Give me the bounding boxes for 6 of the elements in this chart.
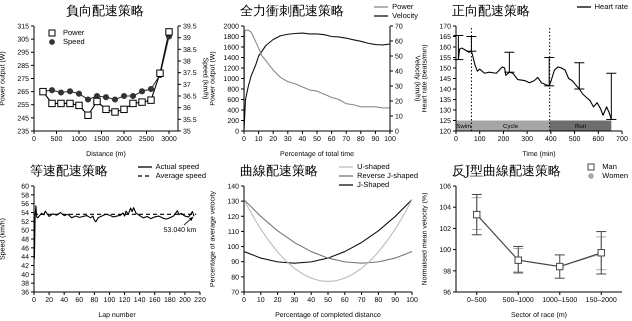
chart-title: 反J型曲線配速策略 (452, 163, 562, 180)
chart-title: 全力衝刺配速策略 (240, 3, 344, 20)
chart-title: 正向配速策略 (452, 3, 530, 20)
chart-title: 等速配速策略 (30, 163, 108, 180)
chart-title: 曲線配速策略 (240, 163, 318, 180)
chart-title: 負向配速策略 (65, 3, 145, 20)
